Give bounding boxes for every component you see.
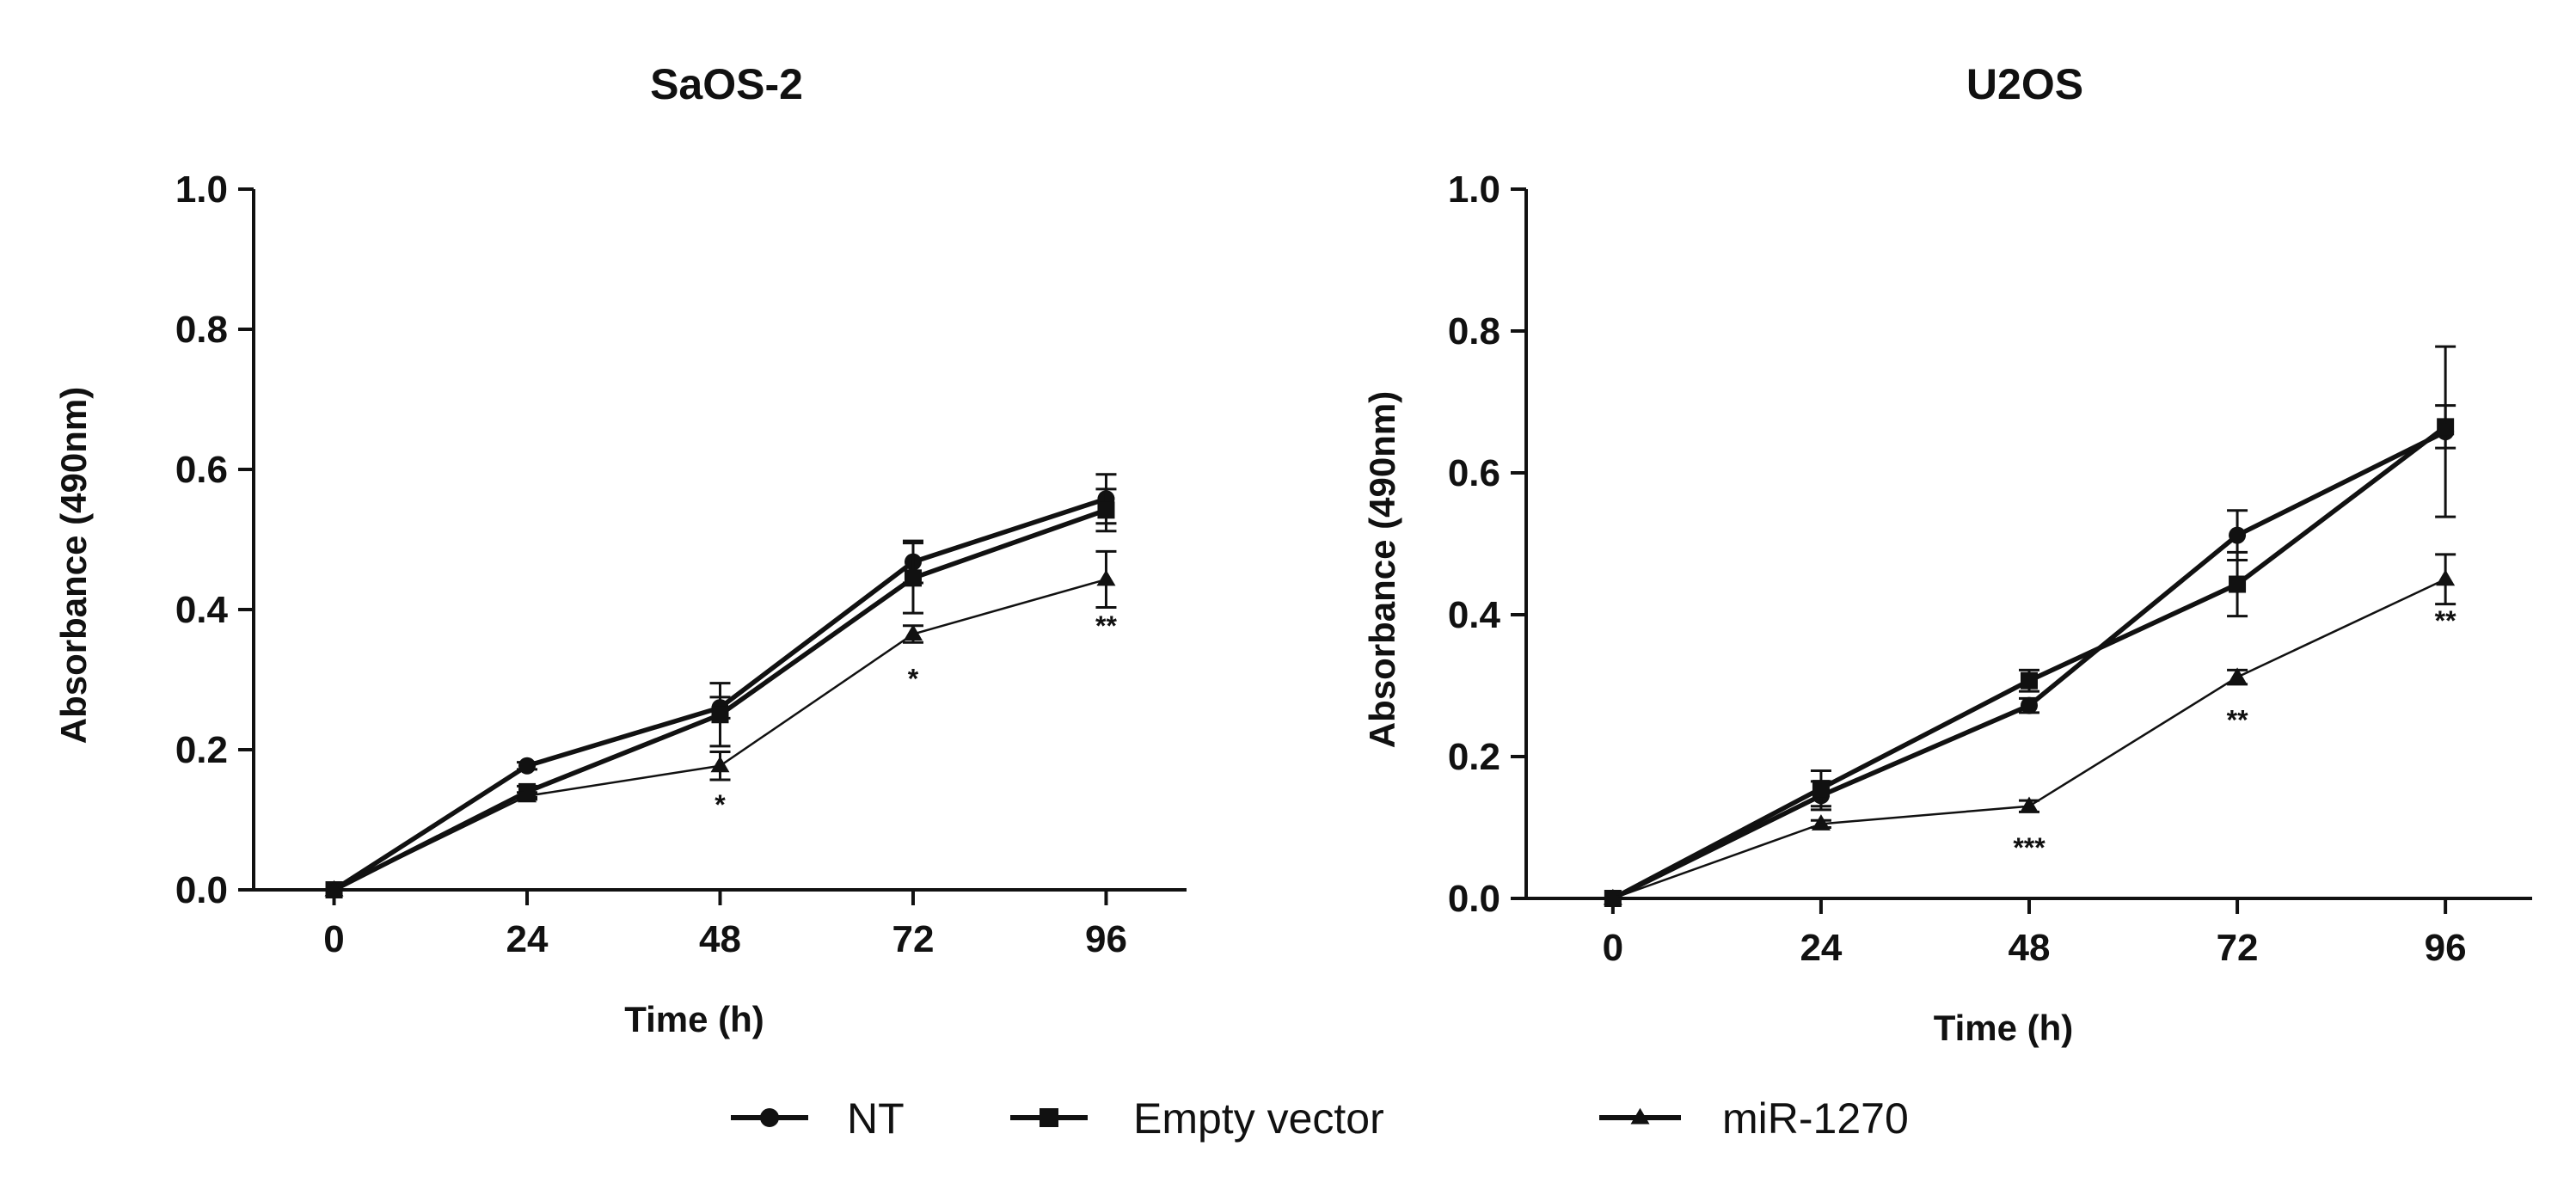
data-point-square [711, 706, 729, 724]
significance-label: *** [2013, 832, 2045, 863]
data-point-circle [518, 757, 537, 775]
data-point-triangle [2436, 569, 2456, 586]
x-tick-label: 72 [2217, 927, 2259, 969]
legend-item-empty-vector: Empty vector [1010, 1094, 1384, 1143]
series-line [1611, 425, 2447, 901]
legend: NT Empty vector miR-1270 [731, 1094, 1909, 1143]
x-axis-label: Time (h) [624, 999, 764, 1039]
data-point-triangle [1603, 888, 1622, 905]
chart-title: SaOS-2 [650, 60, 803, 108]
x-tick-label: 0 [323, 918, 344, 960]
significance-label: * [908, 663, 919, 694]
legend-item-mir-1270: miR-1270 [1599, 1094, 1909, 1143]
y-tick-label: 0.2 [175, 729, 228, 771]
data-point-square [904, 569, 922, 587]
data-point-triangle [2228, 667, 2248, 684]
legend-marker-square [1040, 1108, 1058, 1127]
x-axis-label: Time (h) [1934, 1008, 2074, 1048]
series-line [1611, 429, 2447, 901]
legend-label: miR-1270 [1722, 1094, 1909, 1143]
y-tick-label: 0.8 [1448, 310, 1500, 352]
data-point-square [1812, 780, 1830, 798]
legend-item-nt: NT [731, 1094, 905, 1143]
legend-label: NT [847, 1094, 905, 1143]
x-tick-label: 48 [2009, 927, 2051, 969]
x-tick-label: 48 [699, 918, 741, 960]
significance-label: ** [2227, 704, 2248, 735]
y-tick-label: 0.0 [1448, 878, 1500, 920]
data-point-triangle [710, 756, 730, 773]
data-point-triangle [1811, 814, 1831, 831]
data-point-triangle [903, 624, 923, 641]
x-tick-label: 24 [506, 918, 549, 960]
data-point-square [2021, 671, 2038, 690]
y-tick-label: 0.2 [1448, 736, 1500, 778]
significance-label: * [715, 789, 726, 820]
x-tick-label: 96 [2425, 927, 2467, 969]
legend-marker-triangle [1630, 1107, 1650, 1125]
chart-panel-u2os: U2OS 0.0 0.2 0.4 0.6 0.8 1.0 0 24 48 72 96 Time (h) A… [1362, 60, 2532, 1048]
y-tick-label: 0.8 [175, 309, 228, 351]
significance-label: ** [1095, 610, 1117, 641]
y-tick-label: 0.0 [175, 869, 228, 911]
legend-marker-circle [760, 1108, 779, 1127]
chart-panel-saos2: SaOS-2 0.0 0.2 0.4 0.6 0.8 1.0 0 24 48 72 96 Time (h… [53, 60, 1187, 1039]
significance-label: ** [2435, 605, 2456, 636]
y-tick-label: 0.6 [175, 449, 228, 491]
y-tick-label: 1.0 [1448, 169, 1500, 211]
y-tick-label: 1.0 [175, 169, 228, 211]
series-nt [1604, 345, 2456, 907]
y-axis-label: Absorbance (490nm) [53, 387, 94, 744]
series-mir-1270 [324, 549, 1117, 897]
x-tick-label: 24 [1800, 927, 1842, 969]
y-tick-label: 0.4 [1448, 594, 1501, 636]
data-point-circle [2021, 696, 2038, 714]
data-point-triangle [324, 880, 344, 897]
series-empty-vector [1604, 404, 2456, 907]
data-point-triangle [1096, 569, 1116, 586]
data-point-triangle [518, 786, 537, 803]
data-point-triangle [2020, 796, 2039, 813]
chart-title: U2OS [1966, 60, 2083, 108]
x-tick-label: 96 [1085, 918, 1127, 960]
legend-label: Empty vector [1133, 1094, 1384, 1143]
x-tick-label: 0 [1603, 927, 1623, 969]
y-tick-label: 0.6 [1448, 452, 1500, 494]
data-point-square [2229, 575, 2247, 593]
series-mir-1270 [1603, 553, 2456, 905]
data-point-circle [2229, 526, 2247, 544]
y-tick-label: 0.4 [175, 589, 229, 631]
data-point-square [1097, 501, 1115, 519]
x-tick-label: 72 [892, 918, 935, 960]
data-point-square [2437, 418, 2455, 436]
y-axis-label: Absorbance (490nm) [1362, 391, 1402, 748]
